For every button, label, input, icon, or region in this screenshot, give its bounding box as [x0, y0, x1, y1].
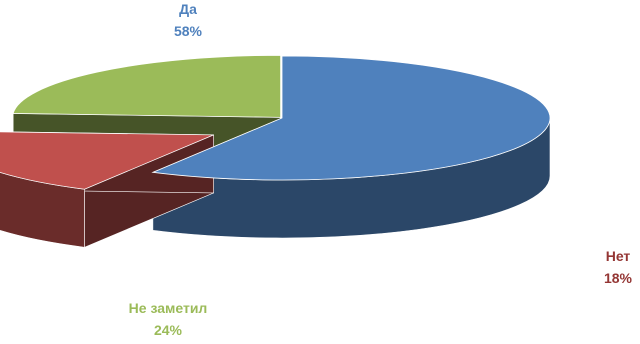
pie-slice-no — [0, 131, 214, 190]
pie-tops — [0, 54, 551, 190]
slice-label-yes: Да — [179, 1, 197, 17]
slice-value-no: 18% — [604, 270, 633, 286]
slice-value-yes: 58% — [174, 23, 203, 39]
slice-label-no: Нет — [606, 248, 631, 264]
slice-label-not-noticed: Не заметил — [129, 300, 208, 316]
pie-slice-yes — [151, 55, 551, 181]
pie-labels: Да 58% Нет 18% Не заметил 24% — [129, 1, 633, 338]
pie-slice-not-noticed — [12, 54, 282, 118]
slice-value-not-noticed: 24% — [154, 322, 183, 338]
